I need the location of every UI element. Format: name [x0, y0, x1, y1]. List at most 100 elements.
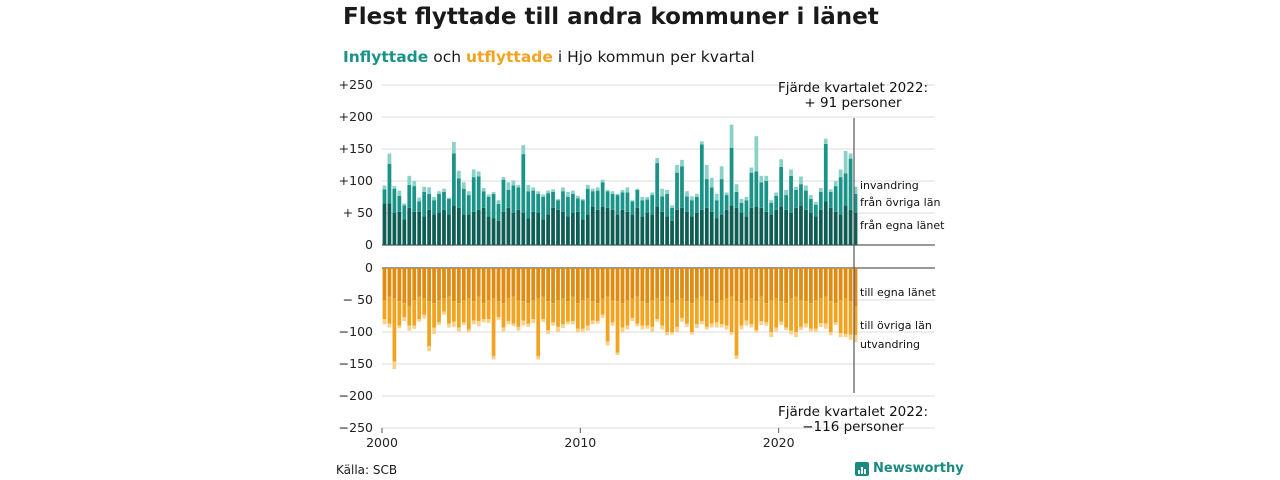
bar-from-other-counties [481, 191, 486, 208]
bar-emigration [452, 321, 456, 327]
bar-immigration [843, 150, 848, 174]
bar-from-other-counties [818, 191, 823, 210]
bar-from-other-counties [486, 197, 491, 217]
bar-from-own-county [471, 211, 476, 245]
bar-from-other-counties [541, 197, 546, 220]
bar-to-other-counties [571, 296, 575, 322]
bar-to-other-counties [412, 300, 417, 326]
bar-to-other-counties [461, 300, 466, 323]
bar-from-own-county [838, 214, 843, 245]
bar-from-other-counties [729, 147, 734, 206]
bar-from-other-counties [635, 189, 640, 208]
bar-to-own-county [739, 268, 744, 304]
bar-from-own-county [382, 203, 387, 245]
bar-emigration [442, 311, 446, 315]
bar-from-other-counties [466, 195, 471, 215]
bar-immigration [432, 197, 436, 201]
bar-to-other-counties [501, 303, 506, 328]
bar-to-own-county [650, 268, 655, 300]
bar-from-own-county [719, 214, 724, 245]
bar-from-other-counties [526, 191, 531, 219]
bar-immigration [442, 188, 446, 192]
bar-to-own-county [585, 268, 590, 299]
bar-from-other-counties [630, 201, 635, 215]
bar-emigration [590, 320, 595, 325]
bar-from-own-county [437, 213, 441, 245]
bar-to-other-counties [595, 303, 600, 322]
bar-emigration [794, 332, 798, 338]
bar-immigration [615, 193, 620, 196]
bar-from-own-county [714, 218, 719, 245]
bar-immigration [496, 200, 501, 205]
bar-from-own-county [536, 213, 541, 245]
bar-to-own-county [694, 268, 699, 299]
bar-immigration [685, 191, 689, 197]
bar-immigration [412, 181, 417, 187]
bar-emigration [764, 322, 769, 326]
bar-to-own-county [630, 268, 635, 299]
bar-immigration [769, 200, 774, 203]
bar-from-other-counties [828, 191, 833, 208]
x-tick-label: 2020 [763, 435, 795, 450]
bar-to-own-county [843, 268, 848, 299]
bar-to-own-county [610, 268, 615, 300]
bar-to-own-county [605, 268, 610, 297]
bar-immigration [764, 175, 769, 181]
bar-emigration [670, 332, 674, 335]
bar-from-other-counties [407, 184, 412, 208]
bar-from-own-county [541, 219, 546, 245]
bar-from-other-counties [789, 175, 793, 213]
chart-subtitle: Inflyttade och utflyttade i Hjo kommun p… [343, 48, 755, 66]
bar-emigration [665, 332, 669, 336]
bar-emigration [481, 319, 486, 323]
label-fran-egna-lanet: från egna länet [860, 219, 945, 232]
bar-from-other-counties [610, 193, 615, 210]
bar-to-other-counties [486, 300, 491, 320]
bar-to-other-counties [744, 300, 749, 321]
bar-to-other-counties [645, 303, 650, 326]
bar-to-other-counties [694, 298, 699, 325]
bar-to-other-counties [521, 301, 526, 321]
bar-emigration [754, 330, 759, 333]
bar-to-other-counties [620, 303, 625, 328]
bar-immigration [694, 193, 699, 197]
bar-from-other-counties [645, 199, 650, 213]
bar-to-own-county [387, 268, 392, 297]
bar-emigration [729, 332, 734, 335]
bar-emigration [774, 327, 779, 332]
bar-from-other-counties [437, 193, 441, 213]
bar-from-other-counties [605, 191, 610, 208]
bar-from-other-counties [461, 188, 466, 215]
bar-from-own-county [501, 211, 506, 245]
bar-immigration [818, 188, 823, 192]
bar-from-other-counties [714, 200, 719, 219]
bar-emigration [685, 323, 689, 327]
bar-to-other-counties [615, 301, 620, 353]
bar-to-other-counties [456, 303, 461, 328]
bar-immigration [382, 185, 387, 190]
bar-to-other-counties [556, 300, 560, 327]
y-tick-label-top: 0 [365, 237, 373, 252]
bar-to-other-counties [838, 300, 843, 334]
bar-emigration [541, 319, 546, 322]
bar-immigration [625, 187, 630, 193]
bar-to-other-counties [466, 298, 471, 330]
bar-to-other-counties [749, 298, 754, 325]
bar-to-other-counties [809, 303, 813, 329]
bar-to-own-county [452, 268, 456, 302]
bar-from-other-counties [759, 182, 764, 208]
bar-from-other-counties [744, 200, 749, 217]
bar-to-own-county [779, 268, 784, 302]
newsworthy-logo[interactable]: Newsworthy [855, 461, 964, 476]
bar-from-other-counties [501, 179, 506, 212]
bar-immigration [789, 169, 793, 176]
bar-immigration [809, 195, 813, 199]
bar-from-other-counties [784, 195, 788, 210]
bar-from-other-counties [471, 177, 476, 212]
bar-to-own-county [620, 268, 625, 304]
bar-to-own-county [734, 268, 739, 302]
bar-emigration [744, 320, 749, 326]
bar-from-other-counties [397, 195, 402, 212]
bar-from-other-counties [724, 195, 729, 210]
